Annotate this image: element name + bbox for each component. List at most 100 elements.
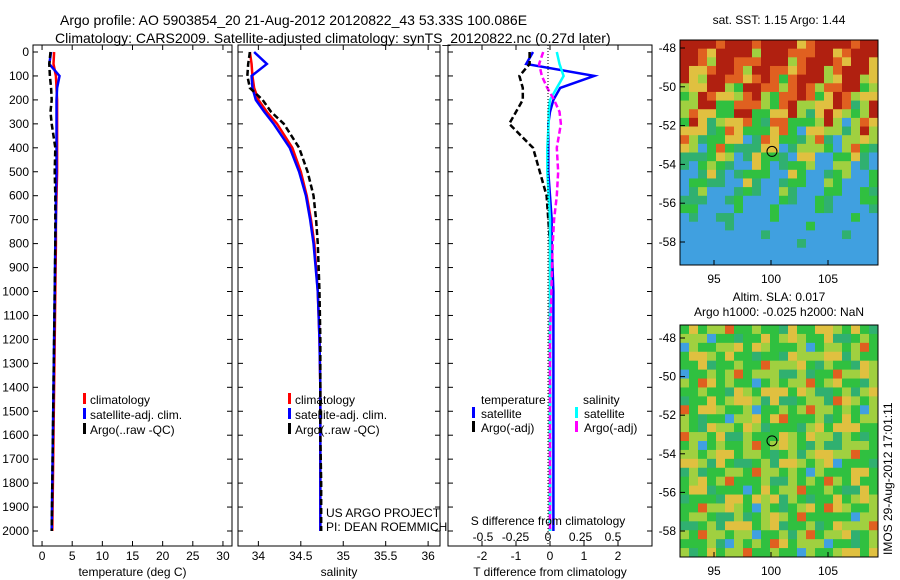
map-cell [806, 387, 816, 397]
map-cell [815, 221, 825, 231]
map-cell [698, 65, 708, 76]
map-cell [842, 476, 852, 487]
map-cell [860, 423, 870, 433]
map-cell [761, 178, 771, 188]
map-cell [833, 239, 843, 249]
map-cell [806, 378, 816, 388]
map-cell [689, 494, 699, 504]
map-cell [833, 360, 843, 371]
map-cell [752, 178, 762, 188]
map-cell [734, 333, 744, 344]
map-cell [824, 530, 834, 540]
map-cell [698, 48, 708, 58]
map-cell [707, 378, 717, 388]
map-cell [770, 467, 780, 478]
map-cell [869, 503, 879, 513]
map-cell [770, 91, 780, 102]
map-cell [824, 467, 834, 478]
map-cell [833, 467, 843, 478]
x-tick-label: 100 [761, 272, 781, 286]
map-cell [842, 91, 852, 102]
map-cell [806, 135, 816, 145]
map-cell [752, 65, 762, 76]
map-cell [716, 221, 726, 231]
map-cell [761, 521, 771, 531]
map-cell [788, 396, 798, 406]
map-cell [860, 414, 870, 424]
map-cell [869, 83, 879, 93]
map-cell [743, 178, 753, 188]
map-cell [833, 458, 843, 469]
map-cell [716, 494, 726, 504]
map-cell [860, 387, 870, 397]
map-cell [833, 143, 843, 153]
map-cell [680, 387, 690, 397]
map-cell [860, 100, 870, 110]
map-cell [869, 135, 879, 145]
map-cell [833, 387, 843, 397]
map-cell [788, 405, 798, 415]
map-cell [716, 342, 726, 353]
map-cell [716, 530, 726, 540]
map-cell [788, 40, 798, 50]
map-cell [806, 169, 816, 179]
map-cell [716, 230, 726, 240]
map-cell [797, 65, 807, 76]
map-cell [698, 247, 708, 257]
x-tick-label: 2 [615, 549, 622, 563]
map-cell [752, 548, 762, 558]
map-cell [752, 152, 762, 162]
title-line-2: Climatology: CARS2009. Satellite-adjuste… [55, 30, 611, 46]
map-cell [698, 109, 708, 119]
map-cell [761, 333, 771, 344]
map-cell [725, 195, 735, 205]
map-cell [797, 91, 807, 102]
map-cell [680, 48, 690, 58]
map-cell [779, 539, 789, 549]
map-cell [716, 503, 726, 513]
map-cell [770, 143, 780, 153]
map-cell [824, 342, 834, 353]
map-cell [734, 230, 744, 240]
map-cell [824, 449, 834, 460]
map-cell [797, 342, 807, 353]
map-cell [716, 91, 726, 102]
map-cell [707, 530, 717, 540]
map-cell [689, 48, 699, 58]
map-cell [734, 396, 744, 406]
map-cell [734, 441, 744, 451]
map-cell [725, 221, 735, 231]
map-cell [734, 100, 744, 110]
map-cell [707, 342, 717, 353]
map-cell [815, 74, 825, 84]
map-cell [734, 405, 744, 415]
map-cell [797, 494, 807, 504]
map-cell [698, 117, 708, 128]
map-cell [824, 512, 834, 522]
x-tick-label: 15 [126, 549, 140, 563]
map-cell [689, 100, 699, 110]
map-cell [860, 503, 870, 513]
x2-tick-label: -0.5 [473, 530, 494, 544]
map-cell [851, 74, 861, 84]
map-cell [779, 449, 789, 460]
map-cell [734, 169, 744, 179]
map-cell [797, 83, 807, 93]
map-cell [770, 396, 780, 406]
map-cell [860, 65, 870, 76]
map-cell [851, 369, 861, 380]
map-cell [851, 342, 861, 353]
map-cell [860, 247, 870, 257]
legend-title: salinity [583, 393, 620, 407]
map-cell [734, 135, 744, 145]
map-cell [752, 117, 762, 128]
map-cell [860, 109, 870, 119]
map-cell [770, 325, 780, 335]
map-cell [851, 247, 861, 257]
map-title: Argo h1000: -0.025 h2000: NaN [694, 305, 864, 319]
map-cell [851, 152, 861, 162]
map-cell [842, 342, 852, 353]
map-cell [851, 396, 861, 406]
map-cell [725, 333, 735, 344]
map-cell [689, 333, 699, 344]
